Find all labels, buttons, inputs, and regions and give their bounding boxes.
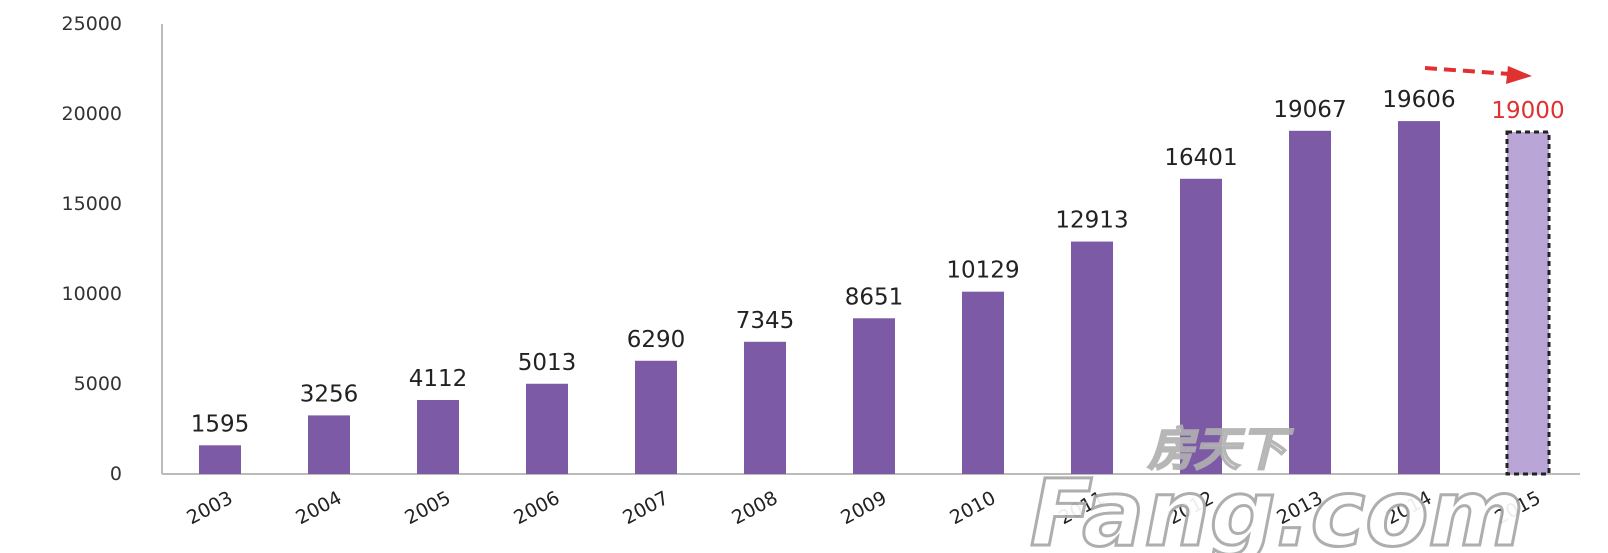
bar xyxy=(308,415,350,474)
value-labels: 1595 3256 4112 5013 6290 7345 8651 10129 12913 16… xyxy=(191,87,1565,437)
value-label: 5013 xyxy=(518,350,577,376)
x-tick-label: 2006 xyxy=(510,487,563,529)
y-tick-label: 15000 xyxy=(62,193,122,215)
value-label: 6290 xyxy=(627,327,686,353)
watermark-latin: Fang.com xyxy=(1030,460,1524,553)
bar-projected xyxy=(1505,130,1551,476)
value-label: 12913 xyxy=(1055,208,1128,234)
value-label: 7345 xyxy=(736,308,795,334)
bar xyxy=(853,318,895,474)
y-tick-label: 0 xyxy=(110,463,122,485)
bar xyxy=(417,399,459,474)
watermark: 房天下 Fang.com xyxy=(1029,421,1526,553)
value-label: 19067 xyxy=(1273,97,1346,123)
bar xyxy=(199,445,241,474)
arrow-shaft xyxy=(1424,66,1511,76)
bar xyxy=(1180,178,1222,475)
x-tick-label: 2007 xyxy=(619,487,672,529)
bar xyxy=(1398,121,1440,474)
x-tick-label: 2004 xyxy=(292,487,345,529)
x-tick-label: 2003 xyxy=(183,487,236,529)
value-label: 4112 xyxy=(409,366,468,392)
bars xyxy=(199,121,1551,476)
value-label: 19000 xyxy=(1491,98,1564,124)
watermark-chinese: 房天下 xyxy=(1147,422,1294,476)
bar xyxy=(526,383,568,474)
value-label: 16401 xyxy=(1164,145,1237,171)
value-label: 19606 xyxy=(1382,87,1455,113)
arrow-head xyxy=(1506,66,1532,84)
value-label: 10129 xyxy=(946,258,1019,284)
bar xyxy=(635,360,677,474)
y-tick-label: 25000 xyxy=(62,13,122,35)
value-label: 8651 xyxy=(845,284,904,310)
x-tick-label: 2008 xyxy=(728,487,781,529)
x-tick-label: 2010 xyxy=(946,487,999,529)
x-tick-label: 2009 xyxy=(837,487,890,529)
bar xyxy=(1289,130,1331,474)
bar xyxy=(1071,241,1113,474)
y-tick-label: 5000 xyxy=(74,373,122,395)
bar xyxy=(962,291,1004,474)
y-tick-label: 10000 xyxy=(62,283,122,305)
y-tick-label: 20000 xyxy=(62,103,122,125)
projection-arrow xyxy=(1424,66,1532,84)
value-label: 1595 xyxy=(191,411,250,437)
y-tick-labels: 0 5000 10000 15000 20000 25000 xyxy=(62,13,122,485)
x-tick-label: 2005 xyxy=(401,487,454,529)
value-label: 3256 xyxy=(300,381,359,407)
bar xyxy=(744,341,786,474)
